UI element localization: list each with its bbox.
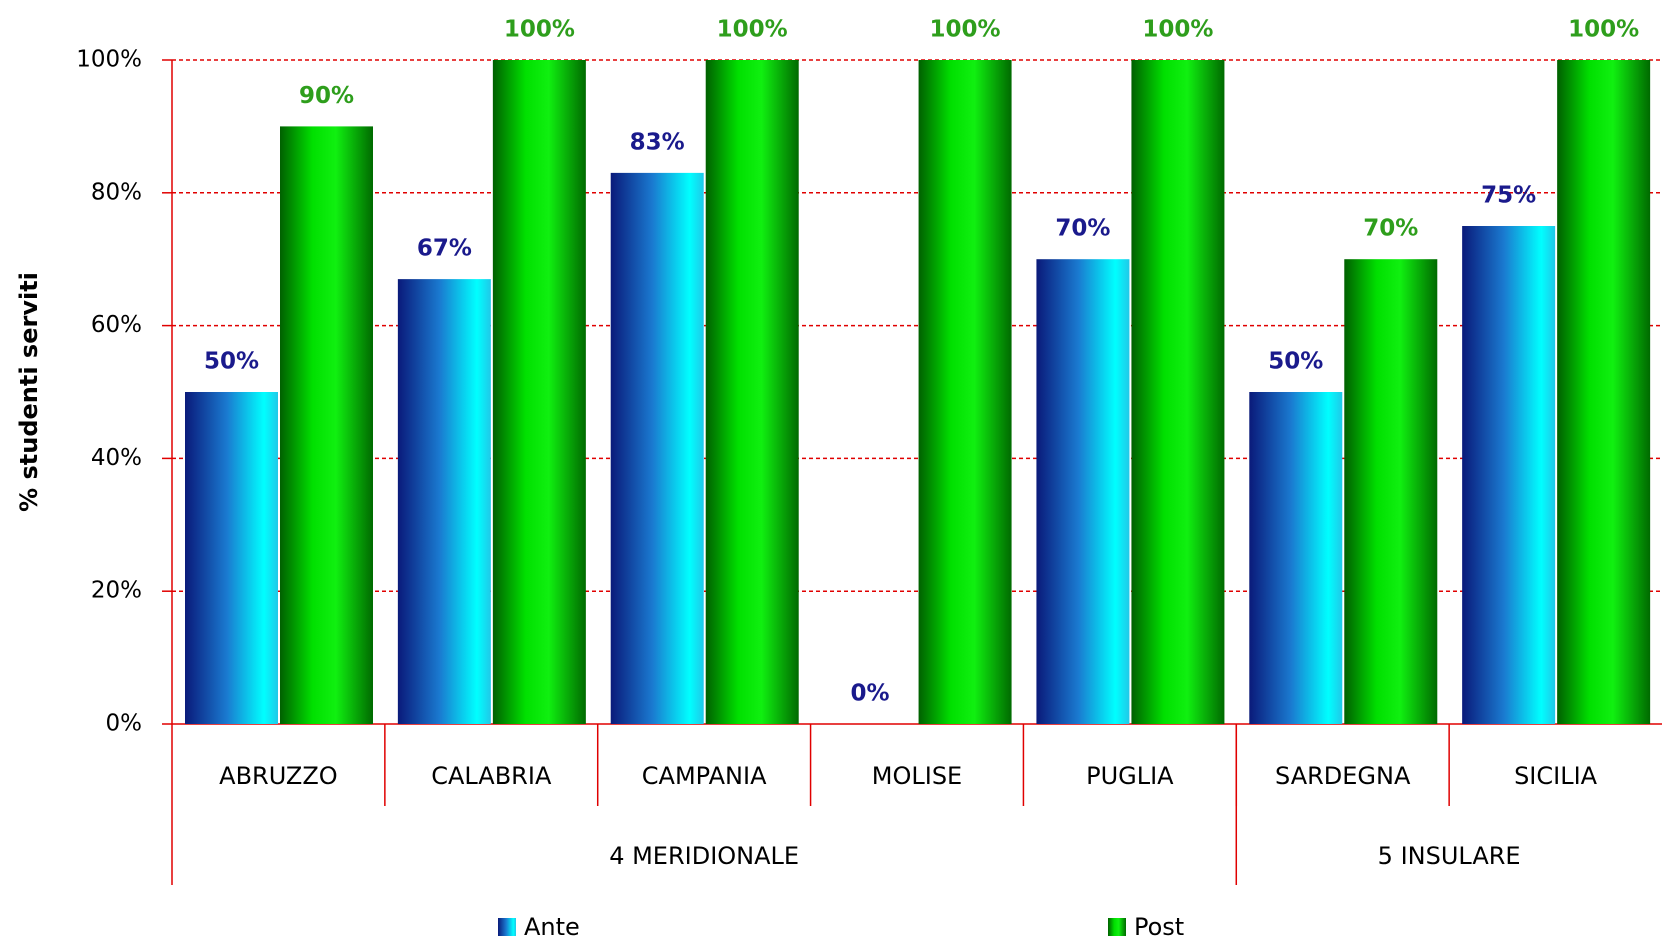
value-label: 83% — [630, 129, 685, 155]
value-label: 67% — [417, 236, 472, 262]
value-label: 0% — [851, 681, 890, 707]
y-tick-label: 80% — [91, 179, 142, 205]
y-tick-label: 40% — [91, 445, 142, 471]
y-tick-label: 20% — [91, 578, 142, 604]
legend-label: Post — [1134, 913, 1184, 940]
bar — [1462, 226, 1556, 724]
value-label: 100% — [1142, 17, 1213, 43]
bar — [492, 60, 586, 724]
bar — [1249, 392, 1343, 724]
group-label: 4 MERIDIONALE — [609, 842, 799, 870]
value-label: 100% — [717, 17, 788, 43]
value-label: 100% — [1568, 17, 1639, 43]
legend-swatch — [498, 918, 516, 936]
bar — [280, 126, 373, 724]
bar — [705, 60, 799, 724]
value-label: 90% — [299, 83, 354, 109]
x-tick-label: CALABRIA — [431, 762, 552, 790]
value-label: 50% — [204, 349, 259, 375]
y-tick-label: 100% — [76, 47, 142, 73]
value-label: 100% — [504, 17, 575, 43]
value-label: 75% — [1481, 183, 1536, 209]
bar — [1344, 259, 1438, 724]
bar — [1131, 60, 1225, 724]
y-tick-label: 60% — [91, 312, 142, 338]
group-label: 5 INSULARE — [1378, 842, 1521, 870]
x-tick-label: CAMPANIA — [642, 762, 767, 790]
legend-swatch — [1108, 918, 1126, 936]
bar — [610, 172, 704, 724]
y-axis-label: % studenti serviti — [15, 272, 43, 512]
value-label: 50% — [1268, 349, 1323, 375]
bar — [397, 279, 491, 724]
value-label: 100% — [930, 17, 1001, 43]
y-tick-label: 0% — [106, 711, 143, 737]
x-tick-label: PUGLIA — [1086, 762, 1174, 790]
bar — [918, 60, 1012, 724]
x-tick-label: ABRUZZO — [219, 762, 337, 790]
value-label: 70% — [1363, 216, 1418, 242]
x-tick-label: SICILIA — [1514, 762, 1598, 790]
legend-label: Ante — [524, 913, 580, 940]
x-tick-label: SARDEGNA — [1275, 762, 1411, 790]
value-label: 70% — [1055, 216, 1110, 242]
bar — [1036, 259, 1130, 724]
x-tick-label: MOLISE — [872, 762, 962, 790]
bar — [1557, 60, 1651, 724]
bar — [185, 392, 278, 724]
